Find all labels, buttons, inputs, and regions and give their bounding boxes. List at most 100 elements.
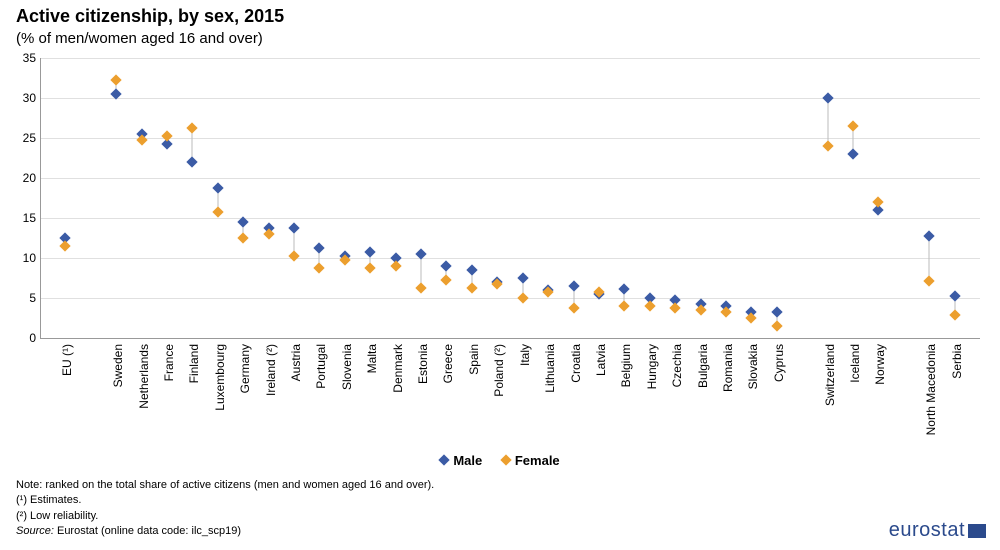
y-axis — [40, 58, 41, 338]
chart-legend: Male Female — [0, 452, 1000, 468]
data-point — [415, 282, 426, 293]
chart-subtitle: (% of men/women aged 16 and over) — [16, 30, 263, 47]
data-point — [949, 290, 960, 301]
note-source: Source: Eurostat (online data code: ilc_… — [16, 524, 434, 539]
data-point — [949, 309, 960, 320]
chart-title: Active citizenship, by sex, 2015 — [16, 6, 284, 27]
data-point — [365, 247, 376, 258]
logo-text: eurostat — [889, 519, 965, 541]
diamond-icon — [439, 454, 450, 465]
data-point — [771, 307, 782, 318]
x-tick-label: Hungary — [645, 344, 659, 389]
x-tick-label: Cyprus — [772, 344, 786, 382]
x-tick-label: Malta — [365, 344, 379, 373]
data-point — [568, 303, 579, 314]
y-tick-label: 0 — [12, 331, 36, 345]
note-line: Note: ranked on the total share of activ… — [16, 478, 434, 493]
chart-plot-area: 05101520253035EU (¹)SwedenNetherlandsFra… — [40, 58, 980, 338]
data-point — [771, 320, 782, 331]
x-tick-label: Austria — [289, 344, 303, 381]
eurostat-logo: eurostat — [889, 519, 986, 542]
data-point — [187, 156, 198, 167]
y-tick-label: 35 — [12, 51, 36, 65]
x-tick-label: Croatia — [569, 344, 583, 383]
note-line: (¹) Estimates. — [16, 493, 434, 508]
x-tick-label: Ireland (²) — [264, 344, 278, 396]
data-point — [924, 230, 935, 241]
data-point — [238, 232, 249, 243]
x-tick-label: Portugal — [314, 344, 328, 389]
grid-line — [40, 218, 980, 219]
data-point — [187, 122, 198, 133]
data-point — [619, 300, 630, 311]
source-label: Source: — [16, 525, 54, 537]
chart-notes: Note: ranked on the total share of activ… — [16, 478, 434, 540]
data-point — [288, 250, 299, 261]
x-tick-label: Slovenia — [340, 344, 354, 390]
data-point — [365, 262, 376, 273]
grid-line — [40, 98, 980, 99]
data-point — [924, 276, 935, 287]
data-point — [619, 284, 630, 295]
x-tick-label: Denmark — [391, 344, 405, 393]
x-tick-label: France — [162, 344, 176, 381]
grid-line — [40, 258, 980, 259]
connector-line — [827, 98, 828, 146]
data-point — [212, 206, 223, 217]
x-tick-label: Lithuania — [543, 344, 557, 393]
x-tick-label: Sweden — [111, 344, 125, 387]
data-point — [441, 275, 452, 286]
y-tick-label: 30 — [12, 91, 36, 105]
x-tick-label: Estonia — [416, 344, 430, 384]
x-tick-label: Latvia — [594, 344, 608, 376]
x-tick-label: Slovakia — [746, 344, 760, 389]
data-point — [111, 74, 122, 85]
x-tick-label: North Macedonia — [924, 344, 938, 435]
x-tick-label: Norway — [873, 344, 887, 385]
grid-line — [40, 138, 980, 139]
x-tick-label: Serbia — [950, 344, 964, 379]
data-point — [822, 92, 833, 103]
data-point — [161, 130, 172, 141]
y-tick-label: 10 — [12, 251, 36, 265]
source-text: Eurostat (online data code: ilc_scp19) — [54, 525, 241, 537]
legend-male: Male — [440, 453, 482, 468]
data-point — [746, 312, 757, 323]
legend-female: Female — [502, 453, 560, 468]
data-point — [517, 292, 528, 303]
y-tick-label: 5 — [12, 291, 36, 305]
data-point — [466, 264, 477, 275]
data-point — [466, 283, 477, 294]
data-point — [288, 222, 299, 233]
grid-line — [40, 178, 980, 179]
data-point — [847, 148, 858, 159]
data-point — [568, 280, 579, 291]
grid-line — [40, 58, 980, 59]
x-tick-label: EU (¹) — [60, 344, 74, 376]
x-tick-label: Finland — [187, 344, 201, 383]
x-tick-label: Bulgaria — [696, 344, 710, 388]
eu-flag-icon — [968, 524, 986, 538]
data-point — [212, 182, 223, 193]
y-tick-label: 20 — [12, 171, 36, 185]
diamond-icon — [500, 454, 511, 465]
x-tick-label: Romania — [721, 344, 735, 392]
y-tick-label: 15 — [12, 211, 36, 225]
data-point — [314, 262, 325, 273]
x-tick-label: Iceland — [848, 344, 862, 383]
x-tick-label: Germany — [238, 344, 252, 393]
x-tick-label: Switzerland — [823, 344, 837, 406]
data-point — [720, 307, 731, 318]
data-point — [822, 140, 833, 151]
x-tick-label: Poland (²) — [492, 344, 506, 397]
data-point — [644, 300, 655, 311]
data-point — [60, 240, 71, 251]
x-tick-label: Spain — [467, 344, 481, 375]
data-point — [669, 303, 680, 314]
x-tick-label: Luxembourg — [213, 344, 227, 411]
data-point — [847, 120, 858, 131]
data-point — [390, 260, 401, 271]
x-tick-label: Greece — [441, 344, 455, 383]
x-tick-label: Italy — [518, 344, 532, 366]
grid-line — [40, 298, 980, 299]
